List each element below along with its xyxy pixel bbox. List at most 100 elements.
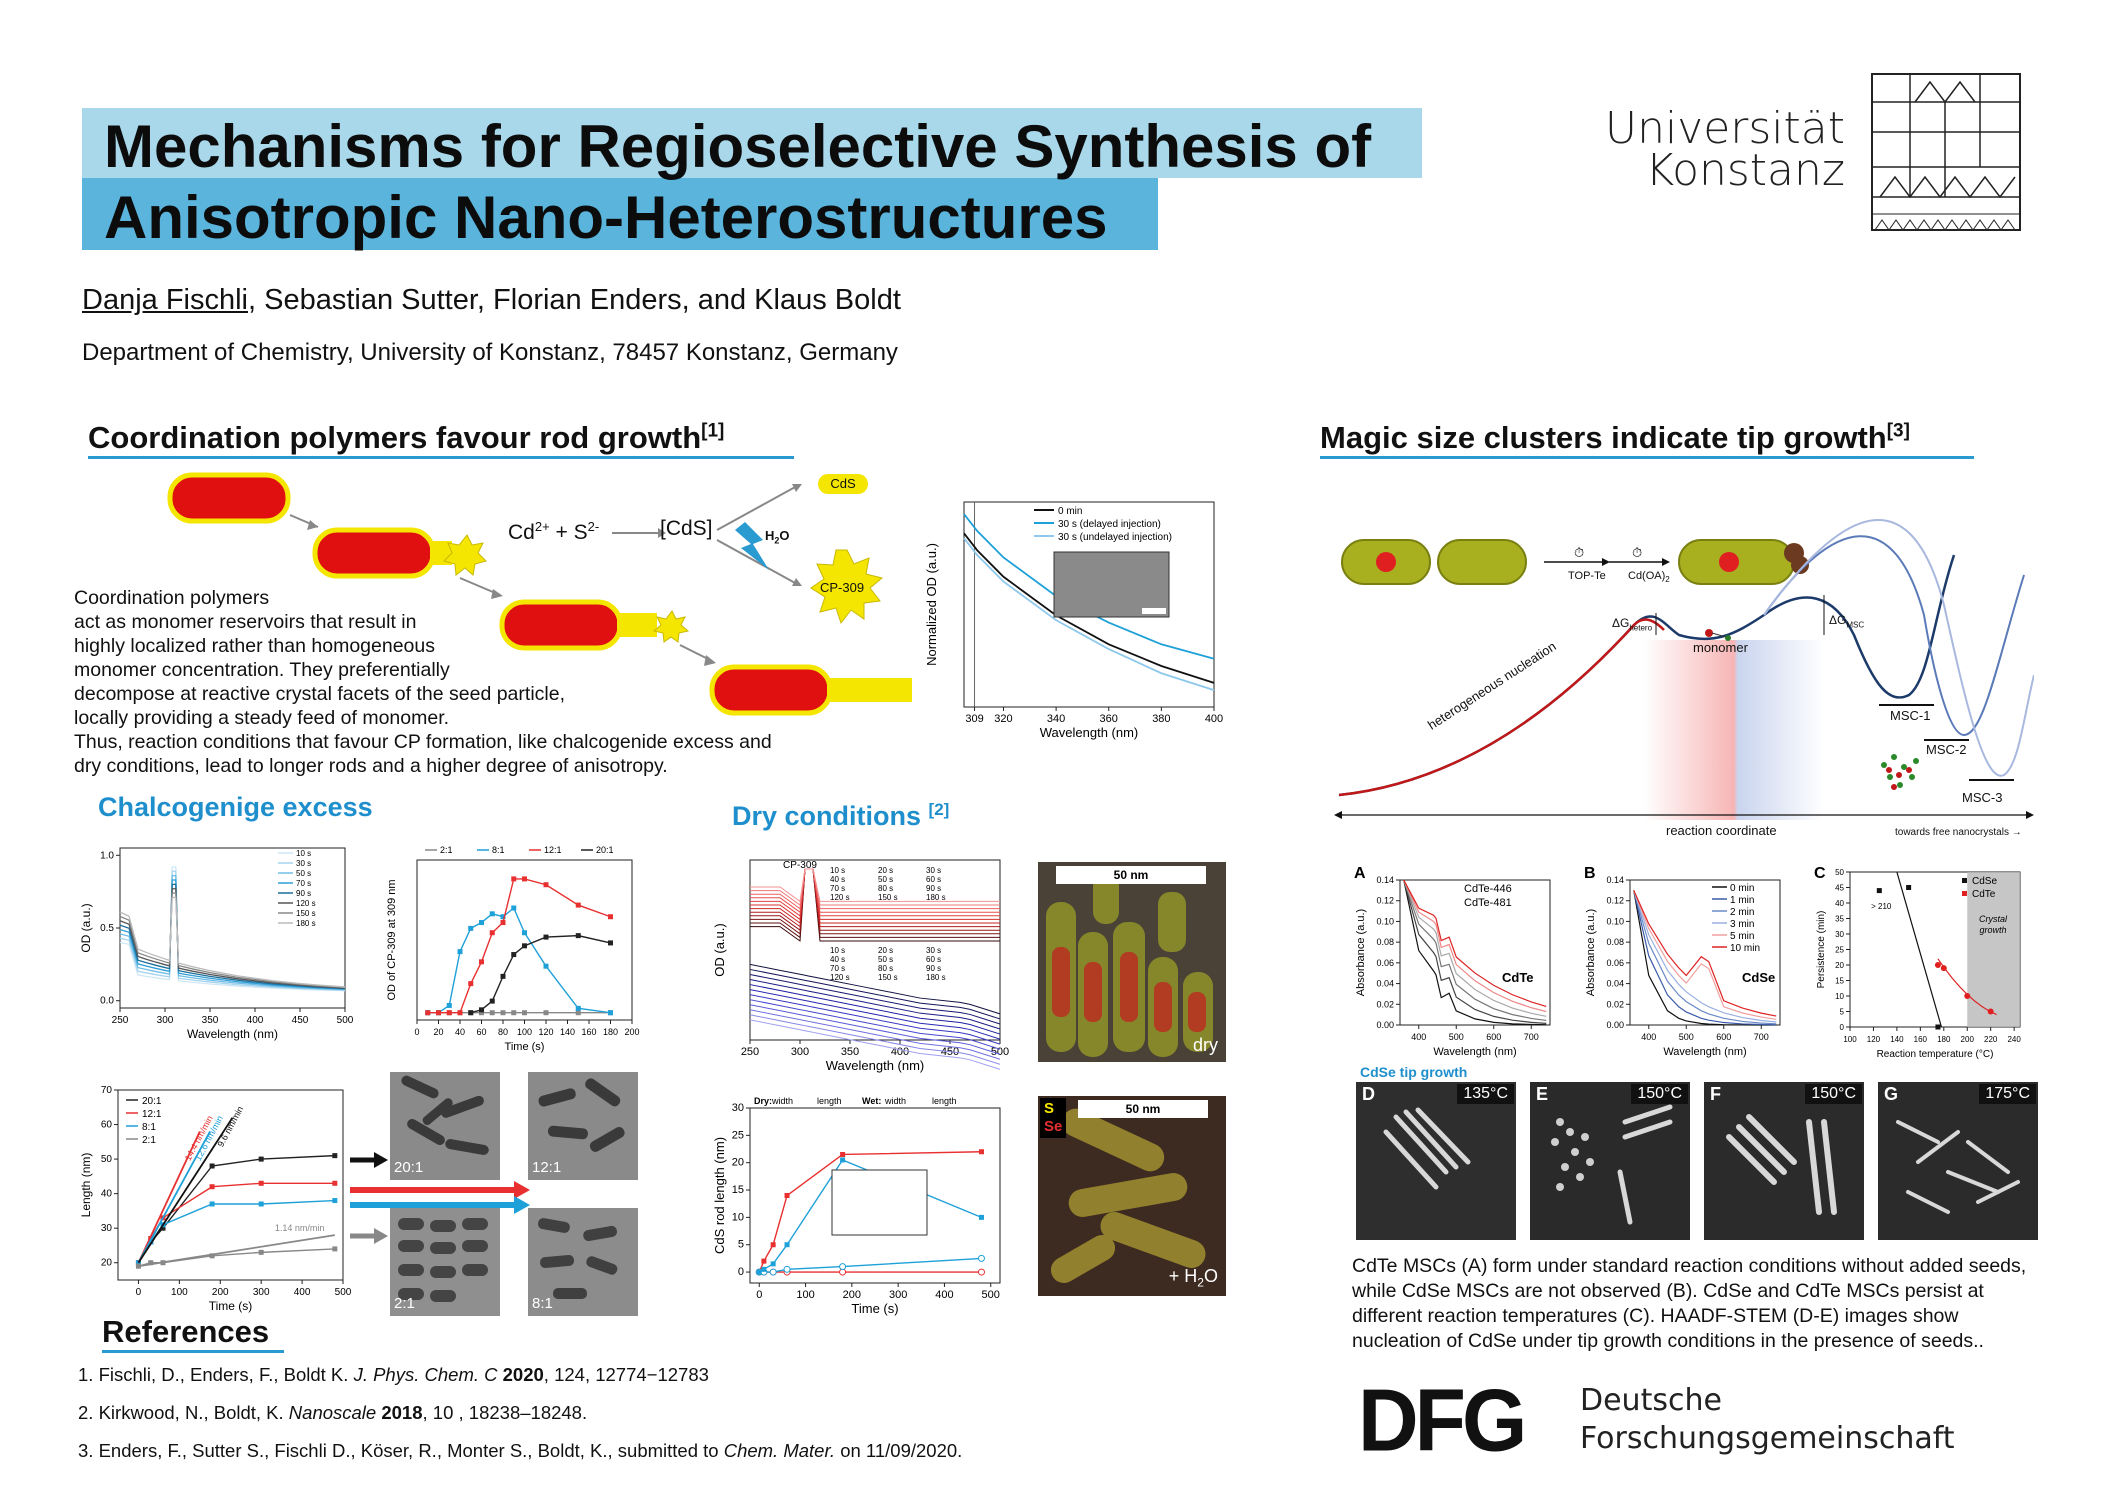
x-tick-label: 500 [982, 1289, 1000, 1301]
para-line: Coordination polymers [74, 587, 270, 609]
y-axis-label: CdS rod length (nm) [712, 1137, 727, 1254]
energy-diagram: ⏱ ⏱ [1334, 519, 2034, 820]
stem-rods [1704, 1082, 1864, 1240]
series-line [749, 963, 1001, 1015]
eds-dry-label: dry [1192, 1035, 1218, 1055]
x-tick-label: 600 [1716, 1032, 1731, 1042]
y-tick-label: 0.02 [1376, 999, 1394, 1009]
x-tick-label: 140 [560, 1027, 575, 1037]
x-tick-label: 700 [1754, 1032, 1769, 1042]
data-point [522, 876, 527, 882]
cdse-fit [1896, 871, 1943, 1028]
series-line [749, 1014, 1001, 1065]
data-point [332, 1198, 338, 1204]
x-tick-label: 180 [603, 1027, 618, 1037]
panel-letter-c: C [1814, 865, 1826, 882]
data-point [1964, 993, 1971, 999]
data-point [489, 930, 495, 936]
y-axis-label: Length (nm) [79, 1153, 93, 1218]
y-tick-label: 0.12 [1376, 896, 1394, 906]
legend-label: 150 s [878, 973, 898, 982]
y-tick-label: 60 [101, 1120, 113, 1131]
ref-pages: , 124, 12774−12783 [543, 1364, 709, 1385]
section-underline [1320, 456, 1974, 459]
series-line [750, 868, 1000, 928]
series-line [1403, 879, 1547, 1026]
series-line [750, 868, 1000, 914]
x-tick-label: 180 [1937, 1035, 1951, 1044]
y-tick-label: 10 [1835, 992, 1844, 1001]
series-line [119, 883, 346, 990]
data-point [608, 940, 613, 946]
series-line [759, 1257, 982, 1273]
data-point [489, 1010, 495, 1016]
y-tick-label: 0.00 [1376, 1020, 1394, 1030]
x-tick-label: 200 [212, 1287, 229, 1298]
dg-msc-sub: MSC [1846, 620, 1865, 630]
plot-frame [749, 1107, 1001, 1284]
para-line: act as monomer reservoirs that result in [74, 611, 417, 633]
y-axis-label: Absorbance (a.u.) [1355, 909, 1367, 996]
cdte-absorbance-chart: 400 500 600 700 0.00 0.02 0.04 0.06 0.08 0.10 0.12… [1354, 865, 1551, 1058]
legend-label: 90 s [926, 884, 941, 893]
y-tick-label: 30 [101, 1223, 113, 1234]
series-line [963, 537, 1215, 691]
monomer-label: monomer [1693, 640, 1748, 655]
x-tick-label: 120 [538, 1027, 553, 1037]
legend-label: 10 s [830, 946, 845, 955]
plot-frame [1399, 879, 1551, 1026]
ref-authors: Enders, F., Sutter S., Fischli D., Köser… [98, 1440, 724, 1461]
chalcogen-spectra-chart: 250 300 350 400 450 500 0.0 0.5 1.0 Wavelength (n… [79, 847, 354, 1041]
y-tick-label: 0.12 [1606, 896, 1624, 906]
panel-letter-b: B [1584, 865, 1596, 882]
series-line [427, 878, 611, 1014]
caption-line: nucleation of CdSe under tip growth cond… [1352, 1330, 1984, 1352]
eds-wet-label: + H2O [1169, 1266, 1218, 1290]
y-tick-label: 25 [732, 1129, 744, 1141]
series-line [427, 906, 611, 1014]
poster-title-line2: Anisotropic Nano-Heterostructures [104, 184, 1108, 251]
series-line [749, 979, 1001, 1030]
stem-temp-g: 175°C [1979, 1084, 2036, 1104]
para-line: decompose at reactive crystal facets of … [74, 683, 565, 705]
legend-label: 2:1 [142, 1135, 156, 1146]
ref-journal: Chem. Mater. [723, 1440, 836, 1461]
x-tick-label: 380 [1152, 713, 1170, 725]
legend-label: 40 s [830, 875, 845, 884]
data-point [840, 1157, 846, 1163]
plot-frame [117, 1089, 344, 1281]
cds-badge: CdS [818, 474, 868, 494]
msc2-label: MSC-2 [1926, 742, 1967, 757]
legend-label: 0 min [1730, 883, 1754, 894]
data-point [425, 1010, 431, 1016]
cds-monomer-label: [CdS] [660, 517, 713, 540]
section-title-magic-size-clusters: Magic size clusters indicate tip growth[… [1320, 420, 1910, 456]
s-charge: 2- [587, 519, 600, 534]
x-tick-label: 0 [136, 1287, 142, 1298]
stem-rods [1356, 1082, 1516, 1240]
x-tick-label: 250 [112, 1015, 129, 1026]
crystal-growth-region [1967, 872, 2020, 1027]
first-author: Danja Fischli [82, 284, 248, 316]
stem-rods [1530, 1082, 1690, 1240]
section-ref: [3] [1886, 420, 1910, 442]
x-tick-label: 500 [1679, 1032, 1694, 1042]
author-list: Danja Fischli, Sebastian Sutter, Florian… [82, 284, 901, 317]
y-tick-label: 0.02 [1606, 999, 1624, 1009]
x-tick-label: 120 [1867, 1035, 1881, 1044]
data-point [769, 1268, 777, 1276]
data-point [511, 1010, 517, 1016]
legend-label: 120 s [296, 899, 316, 908]
dg-hetero-sub: hetero [1629, 623, 1653, 633]
data-point [135, 1263, 141, 1269]
series-line [119, 870, 346, 991]
x-tick-label: 100 [517, 1027, 532, 1037]
y-tick-label: 0 [738, 1266, 744, 1278]
series-line [119, 888, 346, 989]
legend-label: 50 s [878, 875, 893, 884]
data-point [332, 1153, 338, 1159]
legend-label: 150 s [878, 893, 898, 902]
x-tick-label: 350 [841, 1046, 859, 1058]
legend-label: width [884, 1096, 906, 1106]
x-tick-label: 140 [1890, 1035, 1904, 1044]
